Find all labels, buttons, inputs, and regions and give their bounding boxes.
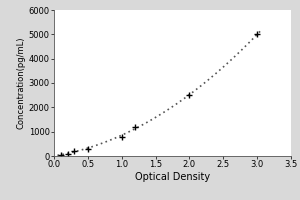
X-axis label: Optical Density: Optical Density [135,172,210,182]
Y-axis label: Concentration(pg/mL): Concentration(pg/mL) [17,37,26,129]
